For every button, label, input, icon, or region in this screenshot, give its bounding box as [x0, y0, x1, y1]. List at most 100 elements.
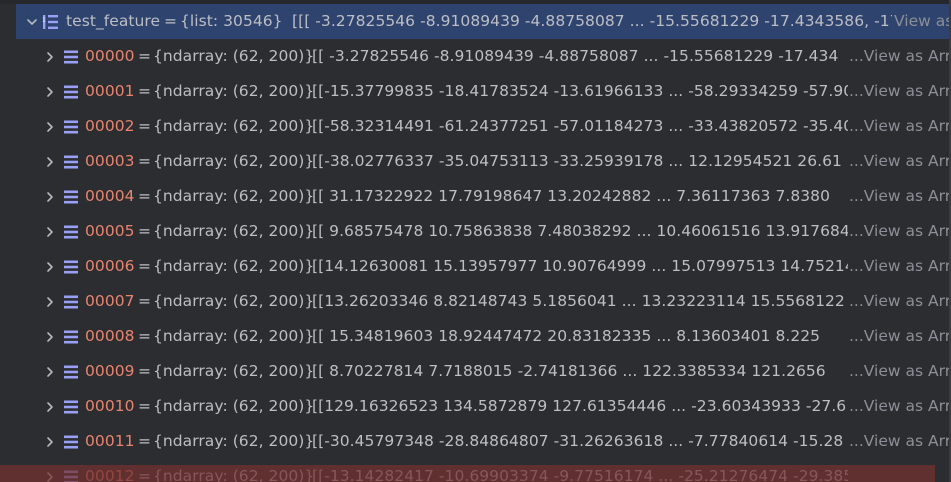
chevron-right-icon[interactable] [44, 284, 56, 319]
view-as-array-link[interactable]: ...View as Array [849, 187, 951, 205]
view-as-array-link[interactable]: ...View as Array [849, 47, 951, 65]
element-index: 00007 [85, 292, 135, 310]
equals-sign: = [138, 362, 152, 380]
element-type: {ndarray: (62, 200)} [153, 432, 315, 450]
equals-sign: = [138, 152, 152, 170]
chevron-right-icon[interactable] [44, 144, 56, 179]
array-element-row-00007[interactable]: 00007 = {ndarray: (62, 200)} [[13.262033… [0, 284, 951, 319]
array-variable-icon [64, 295, 78, 309]
element-preview-clip: [[-58.32314491 -61.24377251 -57.01184273… [312, 109, 848, 144]
array-element-row-00009[interactable]: 00009 = {ndarray: (62, 200)} [[ 8.702278… [0, 354, 951, 389]
element-type: {ndarray: (62, 200)} [153, 187, 315, 205]
array-variable-icon [64, 470, 78, 482]
element-preview: [[ -3.27825546 -8.91089439 -4.88758087 .… [312, 47, 839, 65]
element-preview: [[-38.02776337 -35.04753113 -33.25939178… [312, 152, 842, 170]
root-variable-row[interactable]: 1 test_feature = {list: 30546} [[[ -3.27… [16, 4, 951, 39]
view-as-array-link[interactable]: ...View as Array [849, 82, 951, 100]
element-preview-clip: [[ 8.70227814 7.7188015 -2.74181366 ... … [312, 354, 848, 389]
view-as-array-link[interactable]: ...View as Array [849, 152, 951, 170]
view-as-array-link[interactable]: ...View as Array [849, 362, 951, 380]
element-preview-clip: [[14.12630081 15.13957977 10.90764999 ..… [312, 249, 848, 284]
element-preview-clip: [[ 9.68575478 10.75863838 7.48038292 ...… [312, 214, 848, 249]
array-element-row-00000[interactable]: 00000 = {ndarray: (62, 200)} [[ -3.27825… [0, 39, 951, 74]
view-as-array-link[interactable]: ...View as Array [849, 222, 951, 240]
chevron-right-icon[interactable] [44, 214, 56, 249]
array-element-row-00010[interactable]: 00010 = {ndarray: (62, 200)} [[129.16326… [0, 389, 951, 424]
equals-sign: = [138, 47, 152, 65]
array-element-row-00005[interactable]: 00005 = {ndarray: (62, 200)} [[ 9.685754… [0, 214, 951, 249]
chevron-right-icon[interactable] [44, 74, 56, 109]
chevron-right-icon[interactable] [44, 39, 56, 74]
element-type: {ndarray: (62, 200)} [153, 292, 315, 310]
chevron-right-icon[interactable] [44, 354, 56, 389]
chevron-right-icon[interactable] [44, 109, 56, 144]
element-preview: [[-13.14282417 -10.69903374 -9.77516174 … [312, 467, 848, 482]
element-index: 00006 [85, 257, 135, 275]
array-variable-icon [64, 225, 78, 239]
array-variable-icon [64, 435, 78, 449]
element-index: 00001 [85, 82, 135, 100]
equals-sign: = [138, 467, 152, 482]
element-index: 00000 [85, 47, 135, 65]
panel-top-edge [0, 0, 951, 4]
list-variable-icon: 1 [42, 13, 60, 31]
chevron-right-icon[interactable] [44, 459, 56, 482]
element-preview-clip: [[13.26203346 8.82148743 5.1856041 ... 1… [312, 284, 848, 319]
array-element-row-00001[interactable]: 00001 = {ndarray: (62, 200)} [[-15.37799… [0, 74, 951, 109]
array-variable-icon [64, 120, 78, 134]
element-index: 00002 [85, 117, 135, 135]
array-variable-icon [64, 400, 78, 414]
element-preview: [[-15.37799835 -18.41783524 -13.61966133… [312, 82, 848, 100]
element-type: {ndarray: (62, 200)} [153, 152, 315, 170]
equals-sign: = [138, 292, 152, 310]
element-preview: [[-58.32314491 -61.24377251 -57.01184273… [312, 117, 848, 135]
chevron-right-icon[interactable] [44, 249, 56, 284]
element-type: {ndarray: (62, 200)} [153, 362, 315, 380]
view-as-array-link[interactable]: ...View as Array [849, 117, 951, 135]
view-as-array-link[interactable] [848, 459, 849, 482]
chevron-right-icon[interactable] [44, 389, 56, 424]
view-as-array-link[interactable]: ...View as Array [849, 292, 951, 310]
element-preview: [[13.26203346 8.82148743 5.1856041 ... 1… [312, 292, 845, 310]
array-element-row-00008[interactable]: 00008 = {ndarray: (62, 200)} [[ 15.34819… [0, 319, 951, 354]
array-variable-icon [64, 365, 78, 379]
element-index: 00010 [85, 397, 135, 415]
view-as-array-link[interactable]: View as Array [894, 12, 951, 30]
equals-sign: = [164, 12, 178, 30]
view-as-array-link[interactable]: ...View as Array [849, 257, 951, 275]
view-as-array-link[interactable]: ...View as Array [849, 327, 951, 345]
array-element-row-00006[interactable]: 00006 = {ndarray: (62, 200)} [[14.126300… [0, 249, 951, 284]
equals-sign: = [138, 187, 152, 205]
equals-sign: = [138, 432, 152, 450]
array-element-row-00004[interactable]: 00004 = {ndarray: (62, 200)} [[ 31.17322… [0, 179, 951, 214]
array-variable-icon [64, 155, 78, 169]
equals-sign: = [138, 327, 152, 345]
variable-preview-clip: [[[ -3.27825546 -8.91089439 -4.88758087 … [292, 4, 892, 39]
element-preview: [[129.16326523 134.5872879 127.61354446 … [312, 397, 847, 415]
element-type: {ndarray: (62, 200)} [153, 257, 315, 275]
chevron-right-icon[interactable] [44, 424, 56, 459]
equals-sign: = [138, 117, 152, 135]
element-index: 00008 [85, 327, 135, 345]
array-element-row-00002[interactable]: 00002 = {ndarray: (62, 200)} [[-58.32314… [0, 109, 951, 144]
chevron-right-icon[interactable] [44, 319, 56, 354]
array-element-row-00011[interactable]: 00011 = {ndarray: (62, 200)} [[-30.45797… [0, 424, 951, 459]
variable-type: {list: 30546} [180, 12, 283, 30]
array-element-row-00012[interactable]: 00012 = {ndarray: (62, 200)} [[-13.14282… [0, 459, 951, 482]
element-preview: [[ 8.70227814 7.7188015 -2.74181366 ... … [312, 362, 826, 380]
array-element-row-00003[interactable]: 00003 = {ndarray: (62, 200)} [[-38.02776… [0, 144, 951, 179]
element-preview: [[ 9.68575478 10.75863838 7.48038292 ...… [312, 222, 848, 240]
element-preview: [[14.12630081 15.13957977 10.90764999 ..… [312, 257, 848, 275]
equals-sign: = [138, 222, 152, 240]
element-preview-clip: [[-30.45797348 -28.84864807 -31.26263618… [312, 424, 848, 459]
view-as-array-link[interactable]: ...View as Array [849, 432, 951, 450]
element-type: {ndarray: (62, 200)} [153, 467, 315, 482]
view-as-array-link[interactable]: ...View as Array [849, 397, 951, 415]
array-variable-icon [64, 190, 78, 204]
chevron-down-icon[interactable] [26, 4, 38, 39]
element-preview-clip: [[ -3.27825546 -8.91089439 -4.88758087 .… [312, 39, 848, 74]
chevron-right-icon[interactable] [44, 179, 56, 214]
element-index: 00012 [85, 467, 135, 482]
element-type: {ndarray: (62, 200)} [153, 117, 315, 135]
